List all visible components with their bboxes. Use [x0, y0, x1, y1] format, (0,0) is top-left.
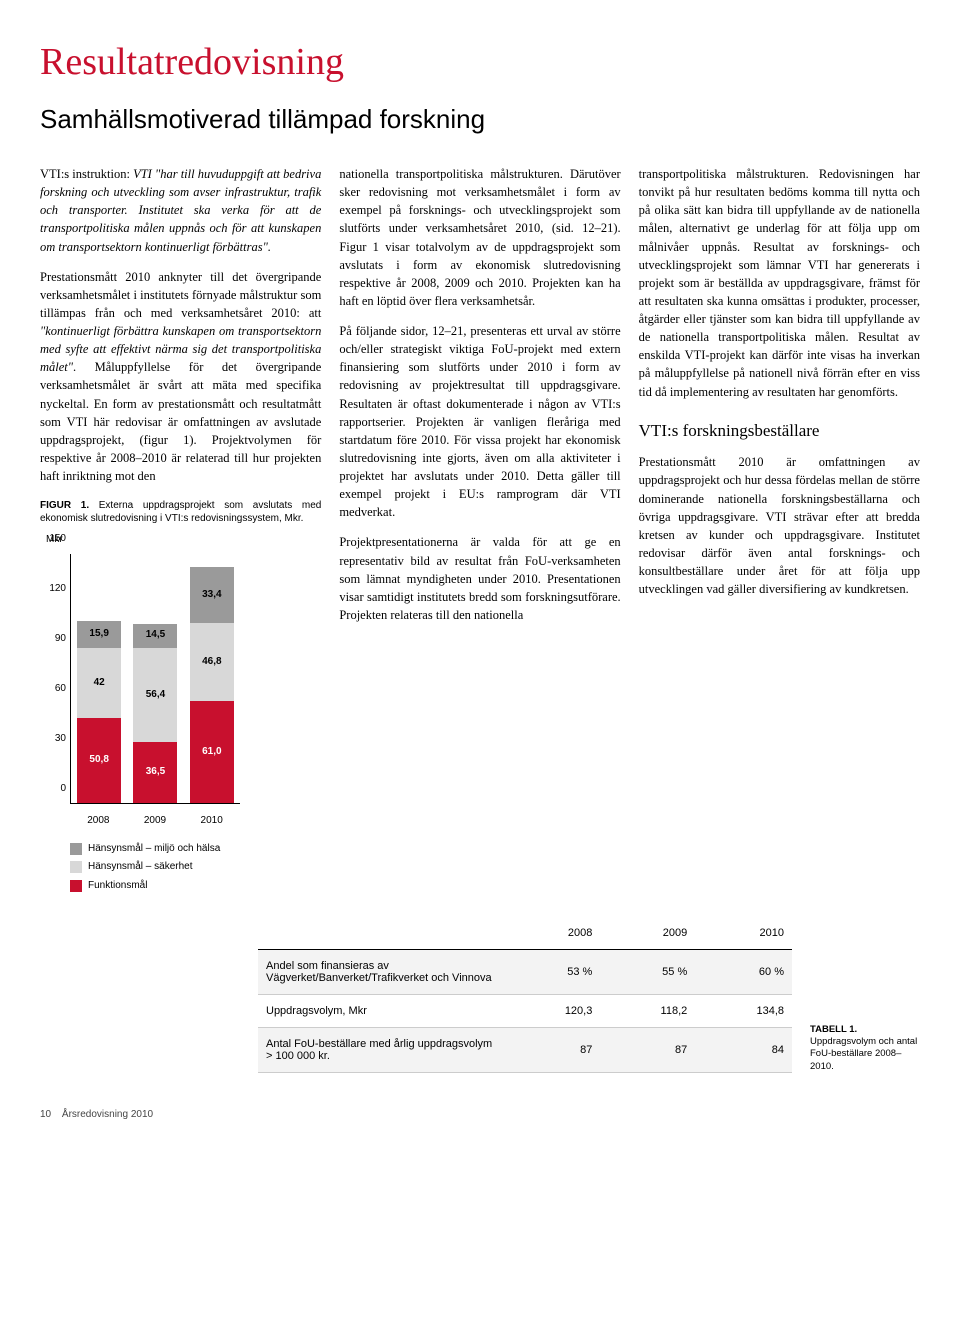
- x-tick: 2009: [133, 808, 177, 834]
- col2-p1: nationella transportpolitiska målstruktu…: [339, 165, 620, 310]
- legend-item: Hänsynsmål – säkerhet: [70, 860, 240, 875]
- table-cell: Uppdragsvolym, Mkr: [258, 995, 504, 1028]
- bar-segment: 56,4: [133, 648, 177, 742]
- bar-segment: 33,4: [190, 567, 234, 623]
- col3-p2: Prestationsmått 2010 är omfattningen av …: [639, 453, 920, 598]
- text-columns: VTI:s instruktion: VTI "har till huvudup…: [40, 165, 920, 897]
- x-tick: 2008: [76, 808, 120, 834]
- bar-segment: 14,5: [133, 624, 177, 648]
- page-title: Resultatredovisning: [40, 40, 920, 84]
- bar-segment: 36,5: [133, 742, 177, 803]
- x-tick: 2010: [190, 808, 234, 834]
- table-row: Uppdragsvolym, Mkr120,3118,2134,8: [258, 995, 792, 1028]
- y-tick: 150: [49, 532, 66, 547]
- y-tick: 60: [55, 682, 66, 697]
- legend-swatch: [70, 861, 82, 873]
- column-1: VTI:s instruktion: VTI "har till huvudup…: [40, 165, 321, 897]
- table-cell: 60 %: [695, 950, 792, 995]
- page-subtitle: Samhällsmotiverad tillämpad forskning: [40, 104, 920, 135]
- figure-1-chart: Mkr 0 30 60 90 120 150 15,94250,8 14,556,436,5…: [40, 533, 240, 893]
- bar-segment: 46,8: [190, 623, 234, 701]
- table-cell: 120,3: [504, 995, 601, 1028]
- col1-p1: VTI:s instruktion: VTI "har till huvudup…: [40, 165, 321, 256]
- table-row: Antal FoU-beställare med årlig uppdragsv…: [258, 1028, 792, 1073]
- legend-label: Hänsynsmål – miljö och hälsa: [88, 842, 220, 857]
- table-cell: 87: [504, 1028, 601, 1073]
- table-cell: Andel som finansieras av Vägverket/Banve…: [258, 950, 504, 995]
- table-row: Andel som finansieras av Vägverket/Banve…: [258, 950, 792, 995]
- table-header: 2010: [695, 917, 792, 950]
- table-1: 200820092010 Andel som finansieras av Vä…: [258, 917, 792, 1073]
- column-2: nationella transportpolitiska målstruktu…: [339, 165, 620, 897]
- table-cell: 84: [695, 1028, 792, 1073]
- page-number: 10: [40, 1109, 51, 1120]
- legend-swatch: [70, 880, 82, 892]
- column-3: transportpolitiska målstrukturen. Redovi…: [639, 165, 920, 897]
- table-cell: 87: [600, 1028, 695, 1073]
- section-heading: VTI:s forskningsbeställare: [639, 419, 920, 444]
- col1-p2: Prestationsmått 2010 anknyter till det ö…: [40, 268, 321, 486]
- bar-group: 33,446,861,0: [190, 567, 234, 802]
- col3-p1: transportpolitiska målstrukturen. Redovi…: [639, 165, 920, 401]
- legend-swatch: [70, 843, 82, 855]
- bar-segment: 15,9: [77, 621, 121, 648]
- figure-caption: FIGUR 1. Externa uppdragsprojekt som avs…: [40, 499, 321, 525]
- page-footer: 10 Årsredovisning 2010: [40, 1103, 920, 1120]
- doc-title-footer: Årsredovisning 2010: [62, 1109, 153, 1120]
- bar-group: 14,556,436,5: [133, 624, 177, 803]
- y-tick: 0: [60, 782, 66, 797]
- bar-segment: 61,0: [190, 701, 234, 803]
- legend-item: Funktionsmål: [70, 879, 240, 894]
- table-cell: 134,8: [695, 995, 792, 1028]
- table-caption: TABELL 1. Uppdragsvolym och antal FoU-be…: [810, 1024, 920, 1073]
- table-cell: 55 %: [600, 950, 695, 995]
- table-cell: 53 %: [504, 950, 601, 995]
- table-cell: Antal FoU-beställare med årlig uppdragsv…: [258, 1028, 504, 1073]
- y-tick: 120: [49, 582, 66, 597]
- chart-unit: Mkr: [46, 533, 240, 548]
- bar-segment: 42: [77, 648, 121, 718]
- legend-item: Hänsynsmål – miljö och hälsa: [70, 842, 240, 857]
- table-header: 2008: [504, 917, 601, 950]
- legend-label: Funktionsmål: [88, 879, 147, 894]
- y-tick: 90: [55, 632, 66, 647]
- table-header: 2009: [600, 917, 695, 950]
- bar-group: 15,94250,8: [77, 621, 121, 802]
- bar-segment: 50,8: [77, 718, 121, 803]
- table-header: [258, 917, 504, 950]
- col2-p2: På följande sidor, 12–21, presenteras et…: [339, 322, 620, 521]
- y-tick: 30: [55, 732, 66, 747]
- col2-p3: Projektpresentationerna är valda för att…: [339, 533, 620, 624]
- chart-legend: Hänsynsmål – miljö och hälsa Hänsynsmål –…: [70, 842, 240, 894]
- legend-label: Hänsynsmål – säkerhet: [88, 860, 193, 875]
- table-cell: 118,2: [600, 995, 695, 1028]
